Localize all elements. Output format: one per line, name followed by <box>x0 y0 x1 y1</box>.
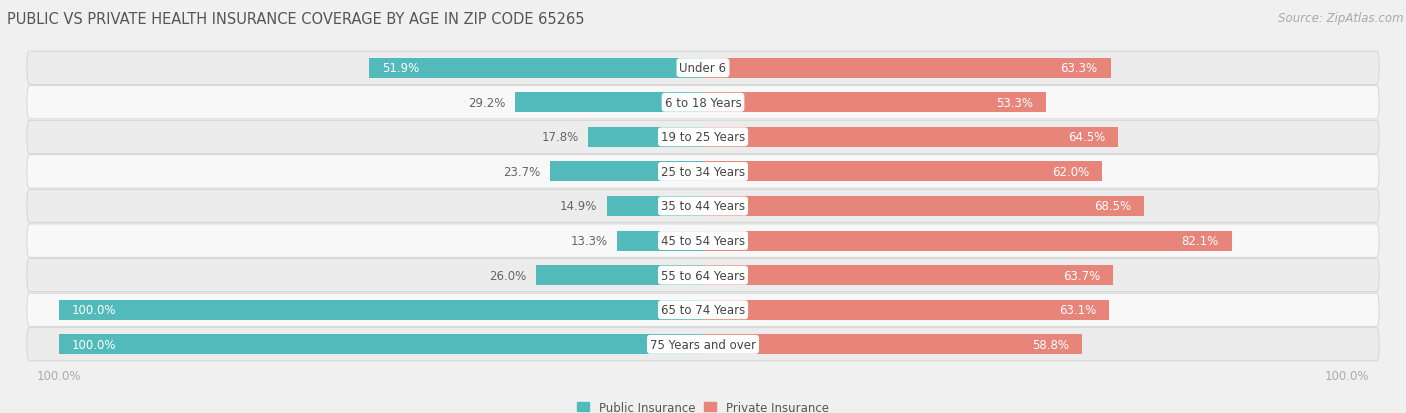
FancyBboxPatch shape <box>27 52 1379 85</box>
Text: 63.3%: 63.3% <box>1060 62 1098 75</box>
Text: 45 to 54 Years: 45 to 54 Years <box>661 235 745 247</box>
Text: 100.0%: 100.0% <box>1324 369 1369 382</box>
Bar <box>607 197 703 216</box>
Text: 53.3%: 53.3% <box>997 97 1033 109</box>
Text: 100.0%: 100.0% <box>37 369 82 382</box>
Bar <box>703 300 1109 320</box>
Bar <box>536 266 703 285</box>
Bar <box>59 335 703 354</box>
Text: 100.0%: 100.0% <box>72 304 117 316</box>
Bar <box>703 266 1114 285</box>
Bar <box>703 128 1118 147</box>
Text: 55 to 64 Years: 55 to 64 Years <box>661 269 745 282</box>
Text: 17.8%: 17.8% <box>541 131 579 144</box>
FancyBboxPatch shape <box>27 121 1379 154</box>
Text: 63.7%: 63.7% <box>1063 269 1101 282</box>
Legend: Public Insurance, Private Insurance: Public Insurance, Private Insurance <box>578 401 828 413</box>
Text: Under 6: Under 6 <box>679 62 727 75</box>
Bar <box>703 231 1232 251</box>
Text: 6 to 18 Years: 6 to 18 Years <box>665 97 741 109</box>
Text: 26.0%: 26.0% <box>489 269 526 282</box>
Text: 100.0%: 100.0% <box>72 338 117 351</box>
Bar <box>703 335 1081 354</box>
Text: 68.5%: 68.5% <box>1094 200 1132 213</box>
Text: 82.1%: 82.1% <box>1181 235 1219 247</box>
Text: 75 Years and over: 75 Years and over <box>650 338 756 351</box>
Text: 63.1%: 63.1% <box>1059 304 1097 316</box>
Text: Source: ZipAtlas.com: Source: ZipAtlas.com <box>1278 12 1403 25</box>
Text: 62.0%: 62.0% <box>1052 166 1090 178</box>
Text: PUBLIC VS PRIVATE HEALTH INSURANCE COVERAGE BY AGE IN ZIP CODE 65265: PUBLIC VS PRIVATE HEALTH INSURANCE COVER… <box>7 12 585 27</box>
Bar <box>703 93 1046 113</box>
Bar <box>588 128 703 147</box>
Text: 65 to 74 Years: 65 to 74 Years <box>661 304 745 316</box>
FancyBboxPatch shape <box>27 190 1379 223</box>
Bar <box>550 162 703 182</box>
FancyBboxPatch shape <box>27 155 1379 189</box>
Bar <box>617 231 703 251</box>
Bar <box>368 59 703 78</box>
FancyBboxPatch shape <box>27 86 1379 120</box>
Text: 29.2%: 29.2% <box>468 97 505 109</box>
Bar <box>59 300 703 320</box>
Bar <box>515 93 703 113</box>
Text: 58.8%: 58.8% <box>1032 338 1069 351</box>
Text: 35 to 44 Years: 35 to 44 Years <box>661 200 745 213</box>
Text: 23.7%: 23.7% <box>503 166 541 178</box>
Text: 14.9%: 14.9% <box>560 200 598 213</box>
Text: 64.5%: 64.5% <box>1069 131 1105 144</box>
Text: 51.9%: 51.9% <box>381 62 419 75</box>
Text: 25 to 34 Years: 25 to 34 Years <box>661 166 745 178</box>
FancyBboxPatch shape <box>27 293 1379 327</box>
Text: 19 to 25 Years: 19 to 25 Years <box>661 131 745 144</box>
FancyBboxPatch shape <box>27 224 1379 258</box>
FancyBboxPatch shape <box>27 328 1379 361</box>
Bar <box>703 59 1111 78</box>
Text: 13.3%: 13.3% <box>571 235 607 247</box>
FancyBboxPatch shape <box>27 259 1379 292</box>
Bar <box>703 162 1102 182</box>
Bar <box>703 197 1144 216</box>
